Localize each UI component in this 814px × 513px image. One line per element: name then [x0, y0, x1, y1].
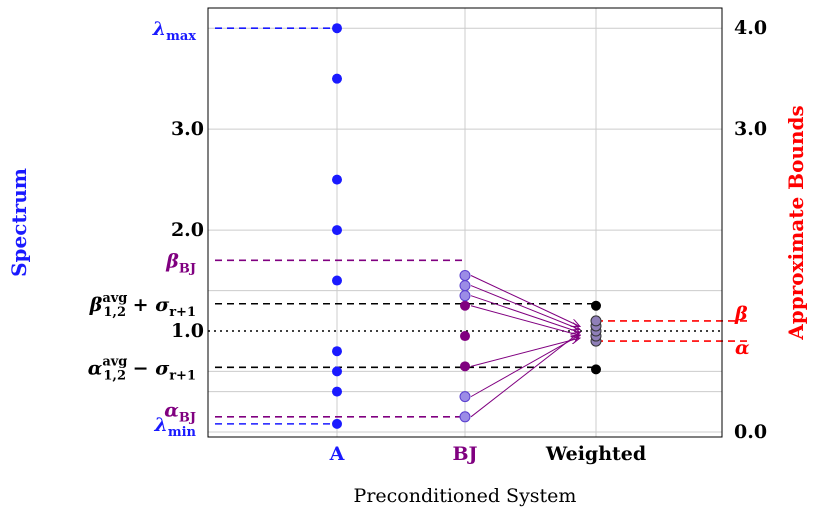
x-tick-label: A	[329, 443, 345, 465]
annotation-1a1aff: λmin	[154, 414, 197, 440]
point-weighted	[591, 300, 601, 311]
point-bj	[459, 269, 471, 281]
point-a	[332, 73, 342, 84]
annotation-ff0000: β	[734, 303, 748, 325]
point-weighted	[590, 315, 602, 327]
plot-frame	[207, 7, 723, 438]
y-tick-label-left: 2.0	[171, 219, 204, 241]
point-bj	[459, 411, 471, 423]
arrows	[470, 275, 580, 418]
annotation-000000: βavg 1,2 + σr+1	[89, 291, 196, 320]
point-bj	[460, 361, 470, 372]
x-axis-title: Preconditioned System	[354, 485, 577, 507]
annotation-000000: αavg 1,2 − σr+1	[88, 354, 196, 383]
y-tick-label-right: 3.0	[734, 118, 767, 140]
arrow	[470, 338, 580, 367]
x-tick-label: BJ	[452, 443, 477, 465]
annotations: λmax λmin βBJ αBJ βavg 1,2 + σr+1 αavg 1,2 − σr…	[88, 18, 750, 440]
annotation-ff0000: α	[735, 337, 750, 359]
annotation-800080: βBJ	[165, 250, 196, 276]
y-tick-label-left: 3.0	[171, 118, 204, 140]
y-axis-title-right: Approximate Bounds	[784, 105, 808, 341]
y-tick-label-left: 1.0	[171, 320, 204, 342]
arrow	[470, 275, 580, 326]
point-bj	[459, 290, 471, 302]
arrow	[470, 305, 580, 336]
arrow	[470, 285, 580, 330]
point-a	[332, 23, 342, 34]
y-tick-label-right: 4.0	[734, 17, 767, 39]
annotation-1a1aff: λmax	[152, 18, 197, 44]
y-axis-title-left: Spectrum	[7, 168, 31, 277]
point-bj	[460, 300, 470, 311]
point-a	[332, 386, 342, 397]
point-a	[332, 366, 342, 377]
x-tick-label: Weighted	[545, 443, 646, 465]
tick-labels: 1.0 2.0 3.0 0.0 3.0 4.0 A BJ Weighted	[171, 17, 767, 465]
point-a	[332, 346, 342, 357]
y-tick-label-right: 0.0	[734, 421, 767, 443]
arrow	[470, 332, 580, 418]
point-weighted	[591, 364, 601, 375]
data-points	[332, 23, 602, 429]
point-bj	[459, 280, 471, 292]
annotation-800080: αBJ	[164, 400, 196, 426]
point-bj	[459, 391, 471, 403]
point-a	[332, 174, 342, 185]
point-a	[332, 225, 342, 236]
arrow	[470, 335, 580, 398]
point-bj	[460, 331, 470, 342]
point-a	[332, 275, 342, 286]
grid	[208, 8, 722, 437]
arrow	[470, 295, 580, 333]
point-a	[332, 418, 342, 429]
